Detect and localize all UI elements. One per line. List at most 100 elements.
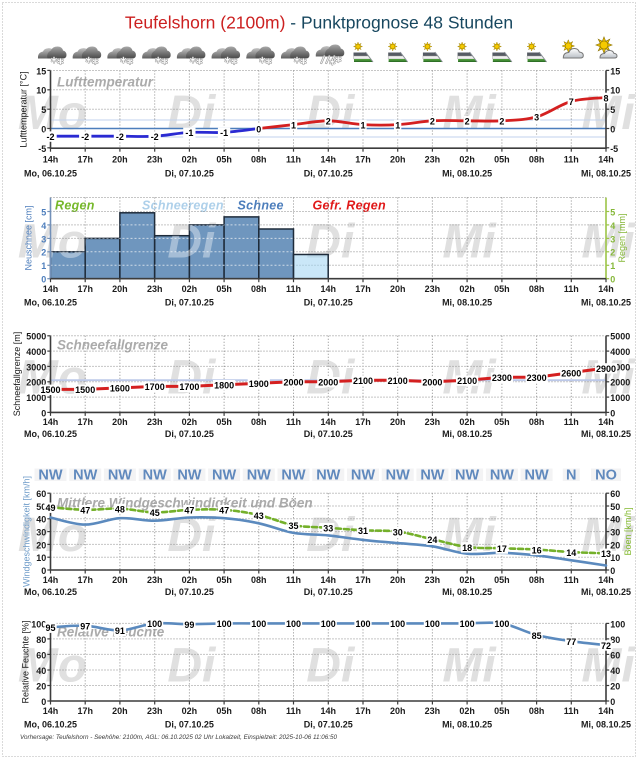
svg-text:30: 30 <box>36 528 46 538</box>
svg-text:91: 91 <box>115 626 125 636</box>
svg-text:23h: 23h <box>147 706 163 716</box>
svg-text:23h: 23h <box>147 417 163 427</box>
svg-text:50: 50 <box>610 502 620 512</box>
svg-text:Mo: Mo <box>18 640 87 693</box>
svg-text:17h: 17h <box>355 284 371 294</box>
svg-text:10: 10 <box>36 553 46 563</box>
svg-text:14h: 14h <box>598 417 614 427</box>
svg-text:100: 100 <box>286 619 301 629</box>
svg-text:Di: Di <box>167 640 217 693</box>
svg-text:10: 10 <box>36 86 46 96</box>
svg-text:2: 2 <box>430 117 435 127</box>
svg-text:NW: NW <box>212 468 236 484</box>
svg-text:08h: 08h <box>251 155 267 165</box>
svg-text:1: 1 <box>41 261 46 271</box>
svg-text:Lufttemperatur: Lufttemperatur <box>57 75 154 90</box>
svg-text:11h: 11h <box>564 284 579 294</box>
svg-text:1: 1 <box>291 120 296 130</box>
svg-text:23h: 23h <box>147 575 163 585</box>
svg-text:47: 47 <box>184 506 194 516</box>
svg-text:11h: 11h <box>286 706 301 716</box>
svg-text:0: 0 <box>610 408 615 418</box>
svg-text:05h: 05h <box>216 284 232 294</box>
svg-text:20: 20 <box>610 540 620 550</box>
svg-text:7: 7 <box>569 97 574 107</box>
svg-text:05h: 05h <box>494 417 510 427</box>
svg-text:17: 17 <box>497 544 507 554</box>
svg-text:5: 5 <box>41 105 46 115</box>
svg-text:80: 80 <box>36 635 46 645</box>
svg-text:17h: 17h <box>77 155 93 165</box>
svg-text:Regen [mm]: Regen [mm] <box>617 213 627 262</box>
svg-text:100: 100 <box>460 619 475 629</box>
svg-text:72: 72 <box>601 641 611 651</box>
svg-text:08h: 08h <box>529 575 545 585</box>
svg-text:1600: 1600 <box>110 384 130 394</box>
svg-text:0: 0 <box>41 697 46 707</box>
svg-text:0: 0 <box>256 124 261 134</box>
svg-text:47: 47 <box>219 506 229 516</box>
svg-text:Mi, 08.10.25: Mi, 08.10.25 <box>581 429 631 439</box>
svg-text:11h: 11h <box>286 417 301 427</box>
svg-text:0: 0 <box>41 566 46 576</box>
svg-text:17h: 17h <box>355 417 371 427</box>
svg-text:1500: 1500 <box>75 385 95 395</box>
svg-text:0: 0 <box>41 275 46 285</box>
svg-text:Mi, 08.10.25: Mi, 08.10.25 <box>581 720 631 730</box>
svg-text:Di, 07.10.25: Di, 07.10.25 <box>165 720 214 730</box>
svg-text:Schneefallgrenze [m]: Schneefallgrenze [m] <box>12 332 22 417</box>
svg-text:Mo, 06.10.25: Mo, 06.10.25 <box>24 720 77 730</box>
svg-text:50: 50 <box>36 502 46 512</box>
svg-text:Mi, 08.10.25: Mi, 08.10.25 <box>442 297 492 307</box>
svg-text:11h: 11h <box>286 155 301 165</box>
svg-text:Schneeregen: Schneeregen <box>142 199 224 213</box>
svg-text:20h: 20h <box>112 706 128 716</box>
svg-text:05h: 05h <box>494 575 510 585</box>
svg-text:02h: 02h <box>182 417 198 427</box>
svg-text:-2: -2 <box>46 132 54 142</box>
svg-text:20h: 20h <box>112 417 128 427</box>
svg-text:Gefr. Regen: Gefr. Regen <box>313 199 387 213</box>
svg-text:NW: NW <box>525 468 549 484</box>
svg-text:1: 1 <box>360 120 365 130</box>
svg-text:Schneefallgrenze: Schneefallgrenze <box>57 338 169 353</box>
svg-text:0: 0 <box>610 124 615 134</box>
svg-text:14h: 14h <box>598 284 614 294</box>
svg-text:23h: 23h <box>425 575 441 585</box>
svg-text:Mo: Mo <box>18 352 87 405</box>
svg-text:14h: 14h <box>43 417 59 427</box>
svg-text:NW: NW <box>38 468 62 484</box>
svg-text:100: 100 <box>610 619 625 629</box>
svg-text:11h: 11h <box>286 284 301 294</box>
svg-text:Teufelshorn (2100m) - Punktpro: Teufelshorn (2100m) - Punktprognose 48 S… <box>125 12 513 32</box>
svg-text:80: 80 <box>610 635 620 645</box>
svg-text:2600: 2600 <box>561 368 581 378</box>
svg-text:05h: 05h <box>494 706 510 716</box>
svg-text:5: 5 <box>41 207 46 217</box>
svg-text:23h: 23h <box>147 284 163 294</box>
svg-text:Di, 07.10.25: Di, 07.10.25 <box>165 168 214 178</box>
svg-text:Mi: Mi <box>581 216 636 269</box>
svg-text:Böen [km/h]: Böen [km/h] <box>623 507 633 555</box>
svg-text:08h: 08h <box>251 575 267 585</box>
svg-text:Mo, 06.10.25: Mo, 06.10.25 <box>24 168 77 178</box>
svg-text:05h: 05h <box>216 706 232 716</box>
svg-text:100: 100 <box>494 619 509 629</box>
svg-text:5000: 5000 <box>26 332 46 342</box>
svg-text:Mi: Mi <box>442 216 497 269</box>
svg-text:14h: 14h <box>598 155 614 165</box>
svg-text:Mo, 06.10.25: Mo, 06.10.25 <box>24 587 77 597</box>
svg-text:1000: 1000 <box>26 393 46 403</box>
svg-text:14h: 14h <box>598 575 614 585</box>
svg-text:08h: 08h <box>251 284 267 294</box>
svg-text:NW: NW <box>316 468 340 484</box>
svg-text:NW: NW <box>281 468 305 484</box>
svg-text:08h: 08h <box>251 706 267 716</box>
svg-text:08h: 08h <box>529 284 545 294</box>
svg-text:14h: 14h <box>43 575 59 585</box>
svg-text:49: 49 <box>45 503 55 513</box>
svg-text:20h: 20h <box>390 575 406 585</box>
svg-text:Mi, 08.10.25: Mi, 08.10.25 <box>581 587 631 597</box>
svg-text:15: 15 <box>36 66 46 76</box>
svg-text:20h: 20h <box>112 575 128 585</box>
